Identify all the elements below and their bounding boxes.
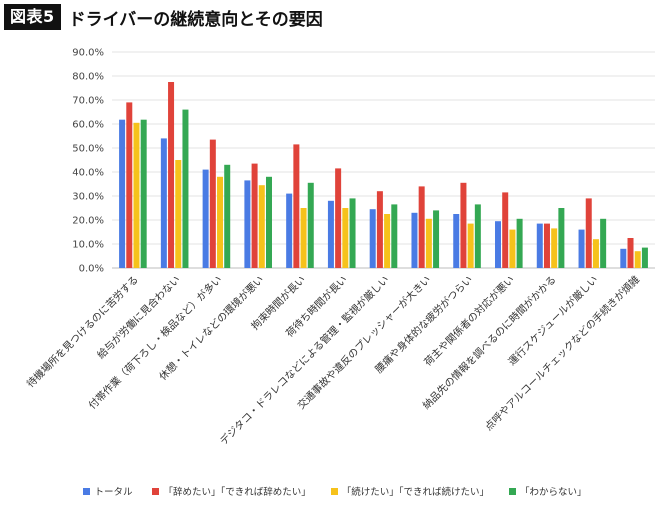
- bar-4-13: [641, 247, 648, 268]
- figure-header: 図表5 ドライバーの継続意向とその要因: [4, 4, 323, 30]
- y-tick-label: 10.0%: [72, 240, 104, 251]
- legend-label: トータル: [94, 487, 133, 498]
- legend-swatch: [509, 487, 517, 495]
- y-tick-label: 40.0%: [72, 168, 104, 179]
- legend-item: 「わからない」: [509, 484, 587, 498]
- bar-4-11: [558, 208, 565, 268]
- bar-3-2: [175, 160, 182, 268]
- chart-legend: トータル 「辞めたい」「できれば辞めたい」 「続けたい」「できれば続けたい」 「わから…: [0, 484, 670, 498]
- bar-1-8: [411, 212, 418, 268]
- bar-2-5: [293, 144, 300, 268]
- bar-2-7: [376, 191, 383, 268]
- bar-4-1: [140, 119, 147, 269]
- chart-title: ドライバーの継続意向とその要因: [68, 9, 323, 30]
- legend-swatch: [83, 487, 91, 495]
- bar-2-10: [502, 192, 509, 268]
- bar-2-8: [418, 186, 425, 268]
- bar-3-4: [258, 185, 265, 268]
- y-tick-label: 60.0%: [72, 120, 104, 131]
- bar-1-9: [453, 214, 460, 268]
- bar-1-7: [369, 209, 376, 268]
- y-tick-label: 20.0%: [72, 216, 104, 227]
- bar-2-1: [126, 102, 133, 269]
- bar-2-2: [168, 82, 175, 268]
- bar-4-4: [265, 176, 272, 268]
- y-tick-label: 80.0%: [72, 72, 104, 83]
- bar-4-3: [224, 164, 231, 268]
- bar-3-9: [467, 223, 474, 268]
- y-tick-label: 50.0%: [72, 144, 104, 155]
- bar-3-3: [217, 176, 224, 268]
- bar-1-13: [620, 248, 627, 268]
- bar-1-11: [536, 223, 543, 268]
- legend-item: 「続けたい」「できれば続けたい」: [330, 484, 490, 498]
- bar-3-8: [425, 218, 432, 268]
- bar-3-7: [384, 214, 391, 268]
- y-tick-label: 70.0%: [72, 96, 104, 107]
- legend-item: トータル: [83, 484, 132, 498]
- bar-2-6: [335, 168, 342, 268]
- legend-swatch: [330, 487, 338, 495]
- bar-4-8: [433, 210, 440, 268]
- bar-1-12: [578, 229, 585, 268]
- figure-number-badge: 図表5: [4, 4, 61, 30]
- bar-2-11: [543, 223, 550, 268]
- y-tick-label: 0.0%: [79, 264, 104, 275]
- bar-2-12: [585, 198, 592, 268]
- bar-4-7: [391, 204, 398, 268]
- bar-2-13: [627, 238, 634, 268]
- y-tick-label: 30.0%: [72, 192, 104, 203]
- bar-4-5: [307, 182, 314, 268]
- bar-3-1: [133, 122, 140, 268]
- x-tick-label: 給与が労働に見合わない: [94, 273, 182, 361]
- bar-3-11: [551, 228, 558, 268]
- bar-1-1: [119, 119, 126, 269]
- bar-3-5: [300, 208, 307, 268]
- bar-1-3: [202, 169, 209, 268]
- legend-label: 「続けたい」「できれば続けたい」: [341, 487, 490, 498]
- bar-3-13: [634, 251, 641, 268]
- bar-2-3: [209, 139, 216, 268]
- legend-label: 「辞めたい」「できれば辞めたい」: [163, 487, 311, 498]
- bar-1-5: [286, 193, 293, 268]
- bar-2-9: [460, 182, 467, 268]
- bar-1-6: [327, 200, 334, 268]
- bar-3-10: [509, 229, 516, 268]
- bar-2-4: [251, 163, 258, 268]
- bar-4-10: [516, 218, 523, 268]
- bar-1-4: [244, 180, 251, 268]
- x-tick-label: 点呼やアルコールチェックなどの手続きが煩雑: [482, 273, 642, 433]
- bar-4-6: [349, 198, 356, 268]
- bar-4-12: [600, 218, 607, 268]
- bar-3-12: [592, 239, 599, 268]
- bar-4-2: [182, 109, 189, 268]
- bar-3-6: [342, 208, 349, 268]
- y-tick-label: 90.0%: [72, 48, 104, 59]
- bar-1-10: [495, 221, 502, 268]
- legend-item: 「辞めたい」「できれば辞めたい」: [152, 484, 311, 498]
- bar-1-2: [160, 138, 167, 268]
- legend-label: 「わからない」: [520, 487, 587, 498]
- legend-swatch: [152, 487, 160, 495]
- bar-4-9: [474, 204, 481, 268]
